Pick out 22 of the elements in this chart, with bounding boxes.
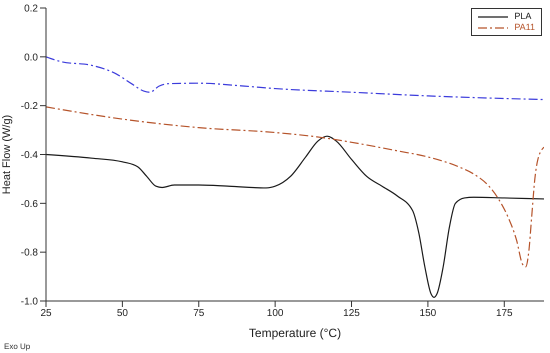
- x-tick-label: 125: [343, 308, 360, 320]
- x-tick-label: 25: [40, 308, 52, 320]
- line-series: [46, 56, 544, 100]
- line-series: [46, 136, 544, 298]
- legend-label: PA11: [514, 22, 535, 33]
- y-axis-title: Heat Flow (W/g): [0, 114, 13, 194]
- legend-label: PLA: [514, 11, 532, 22]
- y-tick-label: -0.4: [20, 150, 38, 162]
- x-tick-label: 100: [266, 308, 284, 320]
- y-tick-label: -0.2: [20, 101, 38, 112]
- y-tick-label: 0.0: [24, 52, 38, 64]
- x-axis-title: Temperature (°C): [248, 326, 342, 340]
- x-tick-label: 75: [193, 308, 205, 320]
- x-tick-label: 50: [116, 308, 128, 320]
- x-tick-label: 150: [420, 308, 437, 320]
- x-tick-label: 175: [496, 308, 514, 320]
- y-tick-label: 0.2: [24, 4, 38, 15]
- y-tick-label: -1.0: [20, 296, 38, 308]
- y-tick-label: -0.6: [20, 198, 38, 210]
- y-tick-label: -0.8: [20, 248, 38, 259]
- line-series: [46, 106, 544, 268]
- text: Exo Up: [4, 342, 30, 351]
